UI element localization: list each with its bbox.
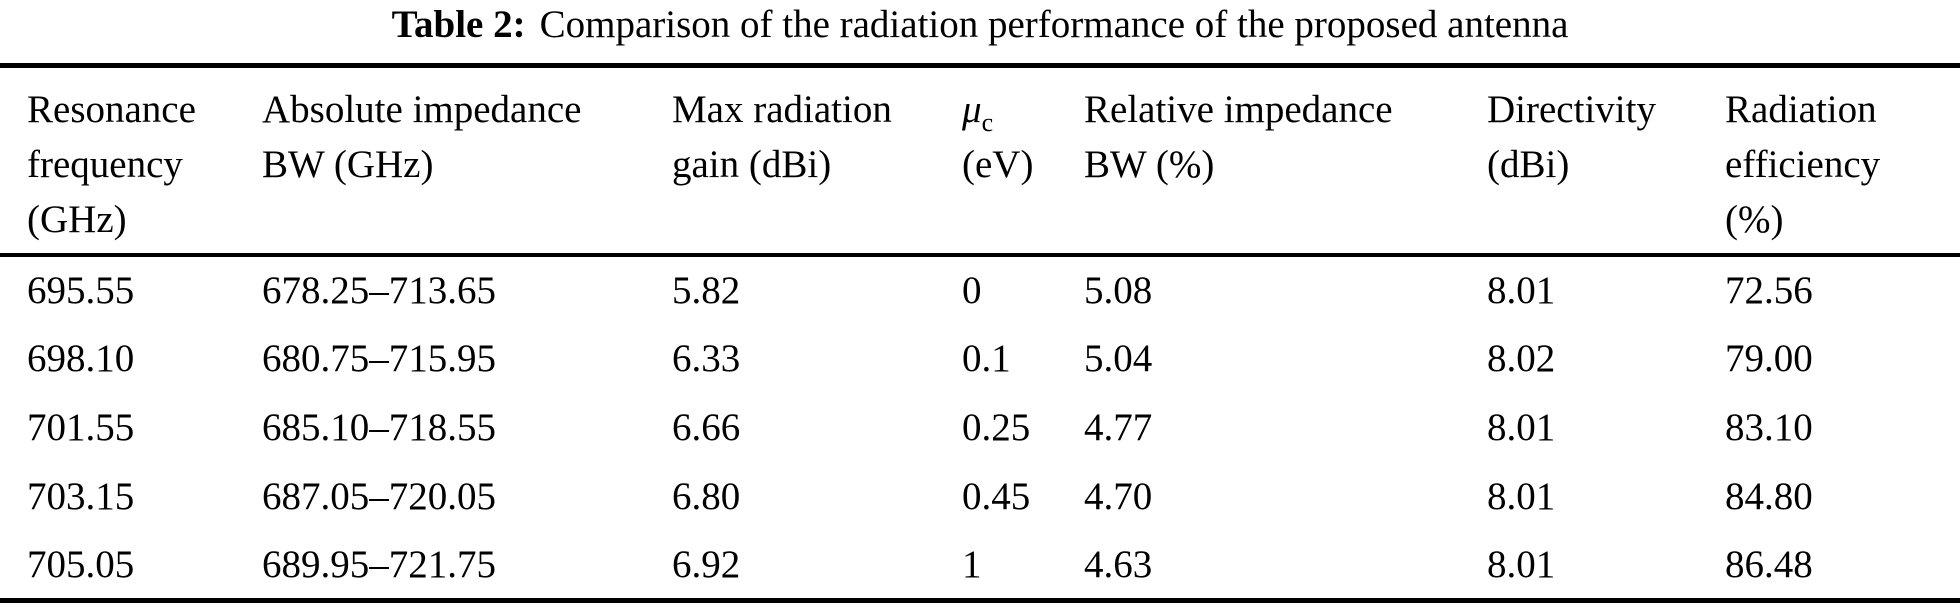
column-header-mu-c-ev: μc (eV) [962, 65, 1084, 257]
column-header-max-radiation-gain-dbi: Max radiation gain (dBi) [672, 65, 962, 257]
cell-max-radiation-gain-dbi: 6.33 [672, 337, 741, 380]
cell-max-radiation-gain-dbi: 6.80 [672, 475, 741, 518]
cell-absolute-impedance-bw-ghz: 689.95–721.75 [262, 542, 496, 586]
cell-relative-impedance-bw-pct: 5.04 [1084, 337, 1153, 380]
table-caption: Table 2: Comparison of the radiation perf… [0, 0, 1960, 47]
cell-radiation-efficiency-pct: 72.56 [1725, 269, 1813, 312]
header-line: BW (%) [1084, 143, 1215, 186]
cell-absolute-impedance-bw-ghz: 687.05–720.05 [262, 475, 496, 518]
cell-mu-c-ev: 1 [962, 542, 982, 586]
cell-relative-impedance-bw-pct: 4.70 [1084, 475, 1153, 518]
cell-max-radiation-gain-dbi: 6.66 [672, 406, 741, 449]
column-header-radiation-efficiency-pct: Radiation efficiency (%) [1725, 65, 1960, 257]
table-caption-label: Table 2: [391, 3, 526, 46]
cell-resonance-frequency-ghz: 695.55 [27, 269, 135, 312]
cell-mu-c-ev: 0.25 [962, 406, 1031, 449]
cell-radiation-efficiency-pct: 86.48 [1725, 542, 1813, 586]
table-row: 695.55 678.25–713.65 5.82 0 5.08 8.01 72.56 [0, 255, 1960, 324]
cell-absolute-impedance-bw-ghz: 680.75–715.95 [262, 337, 496, 380]
table-body: 695.55 678.25–713.65 5.82 0 5.08 8.01 72.56 698… [0, 255, 1960, 600]
cell-radiation-efficiency-pct: 84.80 [1725, 475, 1813, 518]
header-line: (%) [1725, 198, 1784, 241]
header-line: Relative impedance [1084, 88, 1393, 131]
cell-directivity-dbi: 8.01 [1487, 406, 1556, 449]
cell-resonance-frequency-ghz: 705.05 [27, 542, 135, 586]
table-row: 701.55 685.10–718.55 6.66 0.25 4.77 8.01 83.10 [0, 393, 1960, 462]
cell-resonance-frequency-ghz: 701.55 [27, 406, 135, 449]
column-header-directivity-dbi: Directivity (dBi) [1487, 65, 1725, 257]
cell-relative-impedance-bw-pct: 5.08 [1084, 269, 1153, 312]
header-line: (GHz) [27, 198, 127, 241]
cell-resonance-frequency-ghz: 703.15 [27, 475, 135, 518]
column-header-resonance-frequency-ghz: Resonance frequency (GHz) [0, 65, 262, 257]
header-line: Absolute impedance [262, 88, 582, 131]
cell-absolute-impedance-bw-ghz: 685.10–718.55 [262, 406, 496, 449]
header-line: Radiation [1725, 88, 1877, 131]
cell-mu-c-ev: 0 [962, 269, 982, 312]
cell-max-radiation-gain-dbi: 6.92 [672, 542, 741, 586]
cell-mu-c-ev: 0.45 [962, 475, 1031, 518]
cell-directivity-dbi: 8.02 [1487, 337, 1556, 380]
table-caption-text: Comparison of the radiation performance … [539, 3, 1569, 46]
header-line: gain (dBi) [672, 143, 832, 186]
cell-max-radiation-gain-dbi: 5.82 [672, 269, 741, 312]
header-line: (eV) [962, 143, 1034, 186]
cell-radiation-efficiency-pct: 83.10 [1725, 406, 1813, 449]
subscript: c [981, 107, 994, 137]
header-line: Max radiation [672, 88, 892, 131]
table-row: 705.05 689.95–721.75 6.92 1 4.63 8.01 86.48 [0, 531, 1960, 600]
cell-directivity-dbi: 8.01 [1487, 542, 1556, 586]
cell-directivity-dbi: 8.01 [1487, 269, 1556, 312]
header-line: efficiency [1725, 143, 1881, 186]
cell-resonance-frequency-ghz: 698.10 [27, 337, 135, 380]
header-line: μc [962, 82, 1084, 137]
table-header-row: Resonance frequency (GHz) Absolute impedanc… [0, 65, 1960, 257]
header-line: frequency [27, 143, 183, 186]
header-line: (dBi) [1487, 143, 1570, 186]
cell-mu-c-ev: 0.1 [962, 337, 1011, 380]
cell-relative-impedance-bw-pct: 4.77 [1084, 406, 1153, 449]
column-header-relative-impedance-bw-pct: Relative impedance BW (%) [1084, 65, 1487, 257]
cell-relative-impedance-bw-pct: 4.63 [1084, 542, 1153, 586]
header-line: Resonance [27, 88, 196, 131]
radiation-performance-table: Resonance frequency (GHz) Absolute impedanc… [0, 63, 1960, 603]
cell-absolute-impedance-bw-ghz: 678.25–713.65 [262, 269, 496, 312]
header-line: Directivity [1487, 88, 1656, 131]
mu-symbol: μ [962, 88, 982, 131]
header-line: BW (GHz) [262, 143, 434, 186]
column-header-absolute-impedance-bw-ghz: Absolute impedance BW (GHz) [262, 65, 672, 257]
cell-radiation-efficiency-pct: 79.00 [1725, 337, 1813, 380]
table-row: 703.15 687.05–720.05 6.80 0.45 4.70 8.01 84.80 [0, 462, 1960, 531]
cell-directivity-dbi: 8.01 [1487, 475, 1556, 518]
table-row: 698.10 680.75–715.95 6.33 0.1 5.04 8.02 79.00 [0, 324, 1960, 393]
